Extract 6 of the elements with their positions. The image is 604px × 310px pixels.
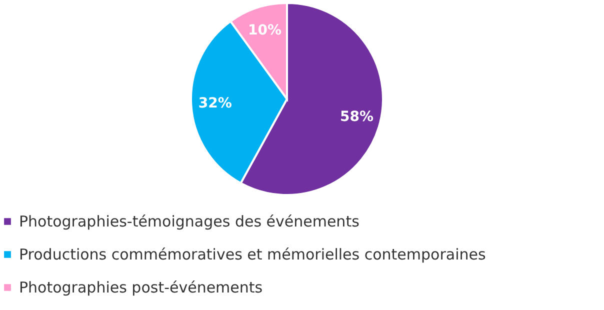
legend-label: Photographies post-événements	[19, 278, 263, 296]
data-label: 58%	[340, 108, 374, 125]
data-label: 10%	[248, 22, 282, 39]
data-label: 32%	[198, 96, 232, 112]
legend-label: Photographies-témoignages des événements	[19, 212, 360, 230]
legend-label: Productions commémoratives et mémorielles contemporaines	[19, 246, 486, 264]
